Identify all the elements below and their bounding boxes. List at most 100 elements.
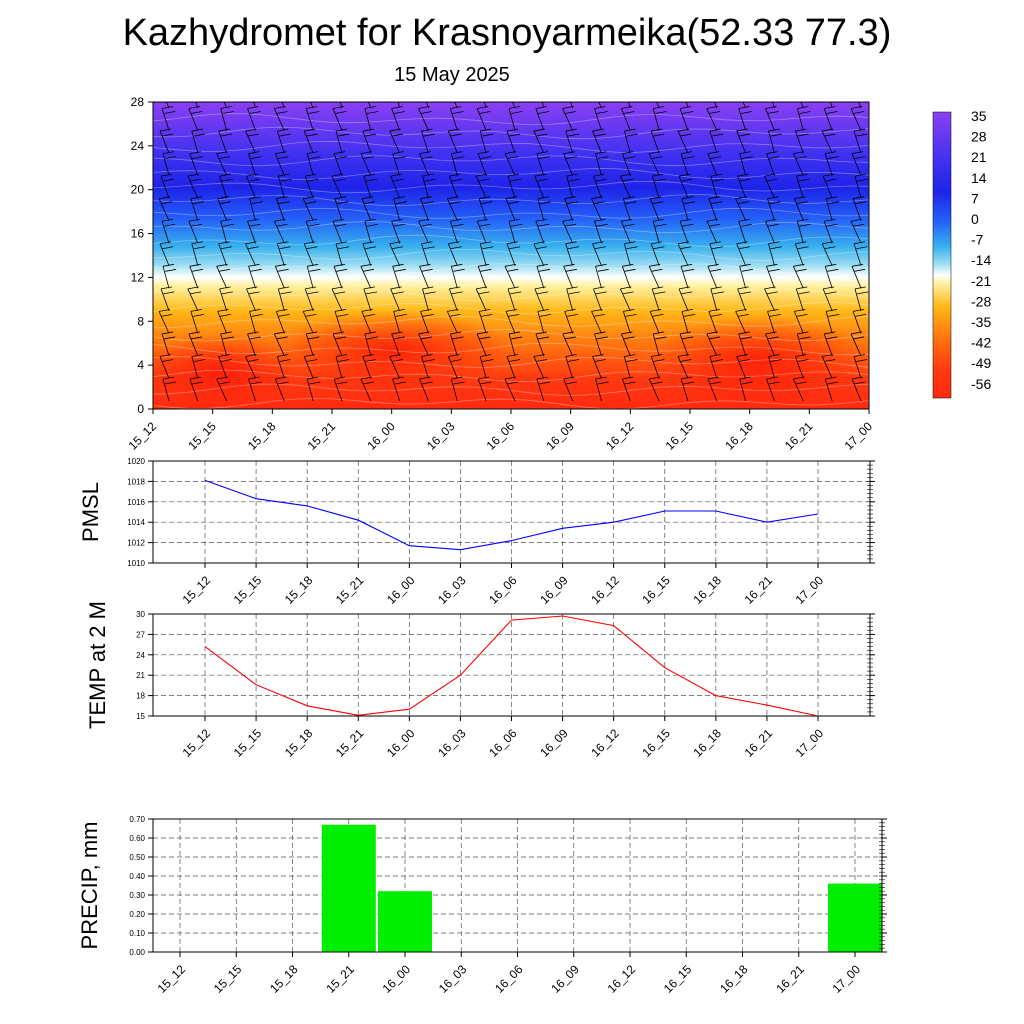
colorbar-label: 7 — [971, 190, 979, 206]
wind-barb-staff — [850, 333, 862, 357]
wind-barb-flag — [564, 111, 576, 114]
wind-barb-flag — [482, 133, 494, 137]
wind-barb-flag — [188, 218, 200, 222]
y-tick-label: 0.60 — [129, 834, 145, 843]
x-tick-label: 17_00 — [830, 962, 864, 996]
wind-barb-flag — [680, 246, 692, 250]
wind-barb-flag — [824, 359, 836, 362]
wind-barb-flag — [594, 359, 606, 362]
wind-barb-flag — [453, 381, 465, 385]
wind-barb-staff — [565, 243, 574, 266]
wind-barb-flag — [709, 84, 720, 86]
wind-barb-flag — [192, 313, 205, 317]
wind-barb-flag — [564, 196, 576, 200]
wind-barb-flag — [161, 89, 172, 91]
wind-barb-staff — [541, 102, 545, 109]
wind-barb-flag — [766, 151, 778, 155]
wind-barb-flag — [740, 223, 752, 227]
wind-barb-flag — [305, 313, 317, 317]
wind-barb-flag — [766, 263, 778, 267]
wind-barb-flag — [362, 156, 375, 160]
wind-barb-staff — [333, 153, 343, 176]
wind-barb-flag — [626, 89, 637, 91]
wind-barb-flag — [767, 336, 779, 340]
wind-barb-staff — [189, 378, 199, 402]
contour-line — [153, 248, 869, 261]
wind-barb-staff — [767, 311, 775, 334]
wind-barb-flag — [335, 111, 347, 114]
wind-barb-flag — [768, 268, 780, 272]
wind-barb-flag — [189, 178, 202, 182]
wind-barb-staff — [220, 333, 228, 357]
x-tick-label: 16_12 — [605, 962, 639, 996]
wind-barb-flag — [825, 263, 837, 267]
wind-barb-flag — [539, 313, 552, 317]
wind-barb-staff — [419, 378, 429, 402]
wind-barb-staff — [422, 176, 429, 199]
wind-barb-staff — [735, 198, 747, 221]
wind-barb-flag — [160, 173, 173, 177]
wind-barb-staff — [475, 175, 487, 199]
wind-barb-flag — [622, 263, 634, 267]
wind-barb-flag — [221, 291, 233, 295]
wind-barb-flag — [683, 156, 695, 160]
wind-barb-staff — [853, 356, 862, 379]
wind-barb-flag — [448, 128, 460, 132]
wind-barb-flag — [799, 336, 811, 340]
x-tick-label: 15_12 — [155, 962, 189, 996]
wind-barb-flag — [538, 268, 551, 272]
wind-barb-staff — [738, 108, 747, 131]
wind-barb-flag — [247, 133, 259, 137]
wind-barb-flag — [709, 156, 722, 160]
wind-barb-flag — [280, 178, 292, 182]
wind-barb-flag — [391, 133, 403, 137]
wind-barb-staff — [389, 130, 401, 154]
x-tick-label: 16_15 — [639, 573, 673, 607]
wind-barb-staff — [217, 311, 228, 334]
wind-barb-flag — [799, 111, 811, 114]
y-tick-label: 1010 — [127, 559, 145, 568]
wind-barb-flag — [452, 111, 464, 114]
wind-barb-flag — [246, 286, 258, 290]
wind-barb-staff — [651, 288, 660, 311]
wind-barb-staff — [188, 108, 199, 131]
wind-barb-flag — [280, 291, 292, 295]
wind-barb-staff — [189, 266, 199, 289]
wind-barb-flag — [768, 381, 780, 385]
wind-barb-staff — [275, 198, 285, 221]
y-tick-label: 0.20 — [129, 910, 145, 919]
wind-barb-flag — [246, 173, 258, 177]
heatmap-x-tick-label: 15_15 — [185, 419, 219, 453]
wind-barb-flag — [452, 336, 464, 340]
wind-barb-staff — [652, 108, 660, 131]
wind-barb-staff — [421, 243, 429, 266]
wind-barb-flag — [565, 354, 577, 357]
wind-barb-staff — [852, 311, 862, 334]
wind-barb-flag — [856, 359, 868, 362]
wind-barb-flag — [535, 133, 548, 137]
wind-barb-staff — [331, 288, 343, 312]
wind-barb-staff — [768, 130, 775, 154]
wind-barb-staff — [821, 356, 833, 379]
wind-barb-staff — [680, 153, 689, 176]
wind-barb-flag — [163, 178, 175, 182]
wind-barb-flag — [479, 84, 490, 86]
wind-barb-flag — [362, 354, 374, 357]
wind-barb-flag — [305, 201, 317, 205]
wind-barb-staff — [165, 102, 170, 109]
wind-barb-staff — [535, 108, 545, 131]
x-tick-label: 16_15 — [639, 726, 673, 760]
wind-barb-staff — [649, 311, 660, 334]
wind-barb-staff — [622, 198, 631, 221]
wind-barb-flag — [853, 128, 866, 132]
wind-barb-staff — [825, 311, 833, 334]
wind-barb-flag — [277, 354, 289, 357]
y-tick-label: 0.10 — [129, 929, 145, 938]
wind-barb-flag — [361, 196, 373, 200]
wind-barb-flag — [621, 218, 633, 222]
wind-barb-flag — [507, 268, 519, 272]
wind-barb-staff — [823, 333, 833, 357]
wind-barb-flag — [680, 133, 692, 137]
wind-barb-flag — [797, 133, 809, 137]
